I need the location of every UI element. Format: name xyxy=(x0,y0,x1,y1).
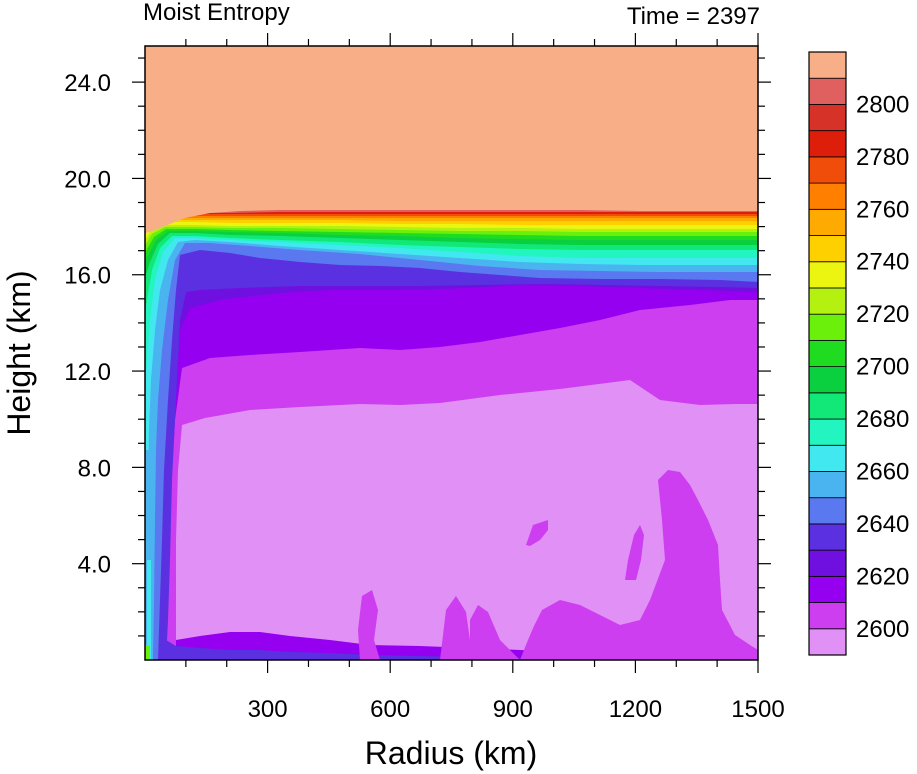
colorbar-box xyxy=(808,104,847,132)
colorbar-box xyxy=(808,444,847,472)
x-tick-label: 300 xyxy=(248,696,288,723)
colorbar-box xyxy=(808,208,847,236)
colorbar-label: 2660 xyxy=(856,458,909,485)
chart-title: Moist Entropy xyxy=(143,0,290,26)
x-tick-label: 600 xyxy=(370,696,410,723)
colorbar-label: 2680 xyxy=(856,406,909,433)
colorbar-box xyxy=(808,549,847,577)
colorbar-box xyxy=(808,287,847,315)
colorbar-box xyxy=(808,471,847,499)
colorbar-label: 2600 xyxy=(856,616,909,643)
y-axis: 4.0 8.0 12.0 16.0 20.0 24.0 xyxy=(64,57,771,637)
left-column-2720 xyxy=(145,645,150,660)
colorbar-frame xyxy=(808,51,847,656)
colorbar-box xyxy=(808,602,847,630)
colorbar-label: 2700 xyxy=(856,354,909,381)
surface-blob-1 xyxy=(358,590,380,660)
y-tick-label: 16.0 xyxy=(64,263,111,290)
colorbar-box xyxy=(808,182,847,210)
colorbar-box xyxy=(808,366,847,394)
colorbar-box xyxy=(808,77,847,105)
y-tick-label: 4.0 xyxy=(78,552,111,579)
colorbar-box xyxy=(808,339,847,368)
surface-blob-6 xyxy=(625,525,644,580)
plot-frame xyxy=(144,45,759,661)
y-tick-label: 8.0 xyxy=(78,455,111,482)
colorbar-label: 2760 xyxy=(856,196,909,223)
x-tick-label: 1500 xyxy=(731,696,784,723)
y-axis-title: Height (km) xyxy=(1,270,37,435)
left-column-2670 xyxy=(147,560,151,660)
colorbar-label: 2720 xyxy=(856,301,909,328)
colorbar-label: 2800 xyxy=(856,91,909,118)
boundary-layer-2640 xyxy=(165,640,758,660)
y-tick-label: 24.0 xyxy=(64,70,111,97)
colorbar-label: 2780 xyxy=(856,144,909,171)
contour-field xyxy=(145,46,758,660)
x-axis: 300 600 900 1200 1500 xyxy=(185,33,785,723)
colorbar-box xyxy=(808,497,847,525)
colorbar-label: 2740 xyxy=(856,249,909,276)
colorbar-box xyxy=(808,130,847,158)
time-label: Time = 2397 xyxy=(627,3,760,30)
colorbar-label: 2640 xyxy=(856,511,909,538)
surface-blob-4 xyxy=(520,470,758,660)
x-tick-label: 1200 xyxy=(609,696,662,723)
band-2800 xyxy=(145,46,758,233)
y-tick-label: 20.0 xyxy=(64,166,111,193)
surface-blob-3 xyxy=(470,605,520,660)
colorbar-box xyxy=(808,523,847,551)
colorbar-label: 2620 xyxy=(856,563,909,590)
colorbar-box xyxy=(808,575,847,603)
x-axis-title: Radius (km) xyxy=(365,735,537,771)
colorbar-box xyxy=(808,392,847,420)
colorbar-box xyxy=(808,628,847,656)
x-tick-label: 900 xyxy=(493,696,533,723)
colorbar-box xyxy=(808,313,847,341)
y-tick-label: 12.0 xyxy=(64,359,111,386)
colorbar-box xyxy=(808,418,847,446)
colorbar-box xyxy=(808,261,847,289)
colorbar: 2600 2620 2640 2660 2680 2700 2720 2740 2760 2780… xyxy=(808,51,909,656)
surface-blob-5 xyxy=(526,520,548,546)
colorbar-box xyxy=(808,51,847,79)
colorbar-box xyxy=(808,235,847,263)
colorbar-box xyxy=(808,156,847,184)
left-column-2660 xyxy=(145,450,151,660)
